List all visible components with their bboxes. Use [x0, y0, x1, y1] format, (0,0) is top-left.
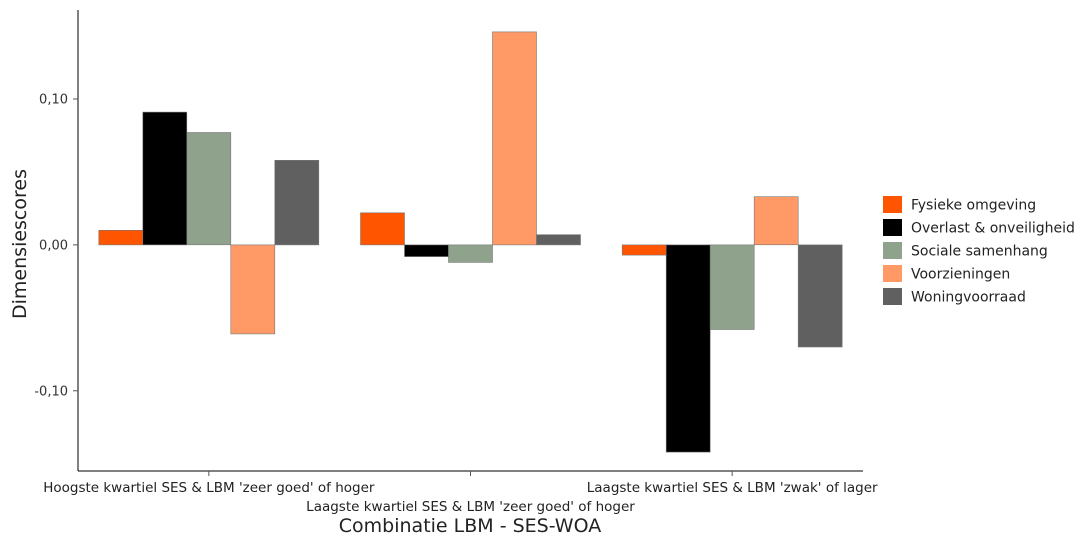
bar: [797, 244, 843, 348]
bar: [536, 234, 581, 246]
bar: [230, 244, 276, 335]
legend-swatch: [883, 219, 902, 236]
legend-swatch: [883, 265, 902, 282]
legend: Fysieke omgeving Overlast & onveiligheid S…: [883, 196, 1075, 306]
x-tick-label: Laagste kwartiel SES & LBM 'zwak' of lag…: [587, 480, 878, 496]
bar: [186, 132, 232, 246]
legend-label: Fysieke omgeving: [911, 198, 1036, 214]
bar: [98, 230, 144, 246]
legend-swatch: [883, 288, 902, 305]
bars-group: [98, 31, 843, 453]
bar: [142, 111, 188, 246]
bar: [274, 160, 320, 246]
y-tick-label: 0,10: [39, 92, 68, 107]
legend-label: Overlast & onveiligheid: [911, 221, 1075, 237]
legend-swatch: [883, 242, 902, 259]
x-ticks-group: Hoogste kwartiel SES & LBM 'zeer goed' o…: [43, 471, 878, 515]
y-tick-label: 0,00: [39, 238, 68, 253]
x-axis-title: Combinatie LBM - SES-WOA: [339, 515, 601, 537]
bar: [448, 244, 493, 263]
bar: [665, 244, 711, 453]
y-ticks-group: 0,10 0,00 -0,10: [34, 92, 78, 399]
legend-label: Voorzieningen: [911, 267, 1010, 283]
legend-label: Sociale samenhang: [911, 244, 1048, 260]
y-tick-label: -0,10: [34, 384, 68, 399]
legend-label: Woningvoorraad: [911, 290, 1026, 306]
bar: [360, 212, 405, 246]
bar: [404, 244, 449, 257]
bar: [492, 31, 537, 246]
x-tick-label: Hoogste kwartiel SES & LBM 'zeer goed' o…: [43, 480, 375, 496]
legend-swatch: [883, 196, 902, 213]
bar: [709, 244, 755, 330]
x-tick-label: Laagste kwartiel SES & LBM 'zeer goed' o…: [306, 499, 635, 515]
bar: [621, 244, 667, 256]
bar: [753, 196, 799, 246]
y-axis-title: Dimensiescores: [9, 169, 31, 319]
